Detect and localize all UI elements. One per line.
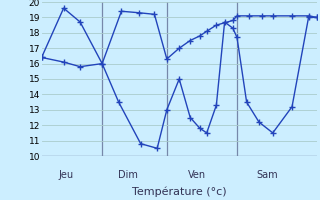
Text: Ven: Ven: [188, 170, 206, 180]
Text: Sam: Sam: [256, 170, 278, 180]
Text: Dim: Dim: [118, 170, 138, 180]
Text: Jeu: Jeu: [59, 170, 74, 180]
Text: Température (°c): Température (°c): [132, 187, 227, 197]
